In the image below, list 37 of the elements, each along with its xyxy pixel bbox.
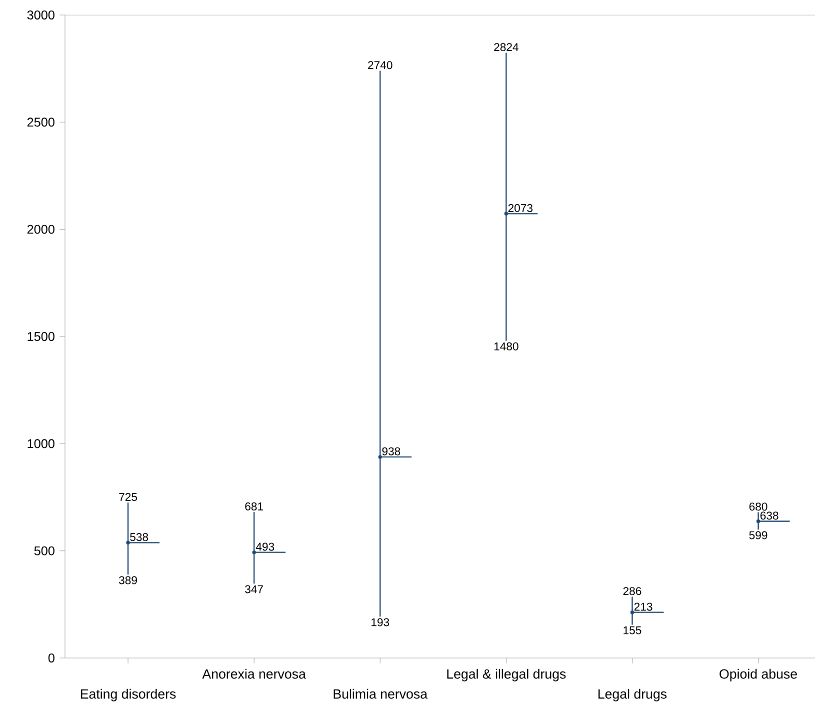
annotation: 681 <box>245 502 263 510</box>
annotation: 2824 <box>494 43 518 52</box>
annotation: 286 <box>623 587 642 596</box>
point <box>756 519 760 524</box>
point <box>630 610 634 614</box>
y-tick-label: 0 <box>48 654 54 662</box>
x-tick-label: Opioid abuse <box>720 668 797 682</box>
point <box>126 540 130 545</box>
annotation: 725 <box>119 492 138 501</box>
annotation: 2740 <box>368 61 392 70</box>
point <box>504 212 508 216</box>
annotation: 389 <box>119 576 137 584</box>
x-tick-label: Legal drugs <box>598 688 667 702</box>
annotation: 193 <box>372 618 390 626</box>
annotation: 347 <box>245 585 263 594</box>
x-tick-label: Legal & illegal drugs <box>447 668 566 682</box>
data-label: 938 <box>382 447 400 456</box>
y-tick-label: 1500 <box>28 332 54 341</box>
point <box>378 455 382 459</box>
y-tick-label: 2000 <box>27 224 54 234</box>
y-tick-label: 500 <box>34 546 54 556</box>
data-label: 638 <box>760 512 778 520</box>
annotation: 1480 <box>494 342 518 350</box>
x-tick-label: Anorexia nervosa <box>202 668 306 679</box>
y-tick-label: 3000 <box>27 10 54 20</box>
data-label: 538 <box>130 533 148 542</box>
data-label: 2073 <box>508 204 532 212</box>
x-tick-label: Bulimia nervosa <box>334 688 428 699</box>
annotation: 680 <box>749 502 768 511</box>
annotation: 599 <box>749 531 768 540</box>
data-label: 213 <box>634 602 652 611</box>
point <box>252 550 256 554</box>
annotation: 155 <box>624 626 642 634</box>
y-tick-label: 2500 <box>27 118 54 127</box>
x-tick-label: Eating disorders <box>80 688 176 702</box>
y-tick-label: 1000 <box>28 439 54 448</box>
data-label: 493 <box>256 542 274 551</box>
